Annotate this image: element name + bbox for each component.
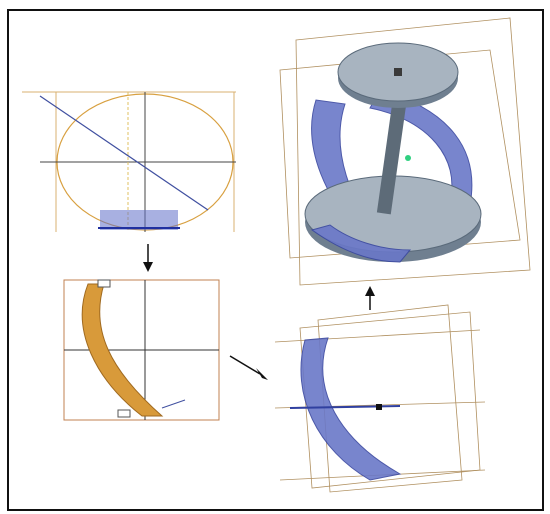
handle bbox=[117, 409, 131, 418]
leader bbox=[161, 399, 186, 409]
turbine-panel bbox=[279, 17, 531, 286]
hub bbox=[394, 68, 402, 76]
point bbox=[376, 404, 382, 410]
arrow bbox=[365, 286, 375, 310]
profile-panel bbox=[63, 279, 220, 421]
wireframe-panel bbox=[274, 304, 486, 493]
dimension-cluster bbox=[100, 210, 178, 230]
arrow bbox=[143, 244, 153, 272]
sketch-panel bbox=[18, 88, 238, 238]
blade-profile bbox=[81, 283, 164, 417]
twisted-blade bbox=[300, 337, 402, 481]
helical-blade bbox=[310, 224, 412, 263]
diagonal-line bbox=[39, 95, 209, 211]
marker bbox=[405, 155, 411, 161]
shaft bbox=[376, 81, 410, 215]
handle bbox=[97, 279, 111, 288]
frame bbox=[7, 9, 544, 511]
arrow bbox=[229, 355, 268, 380]
